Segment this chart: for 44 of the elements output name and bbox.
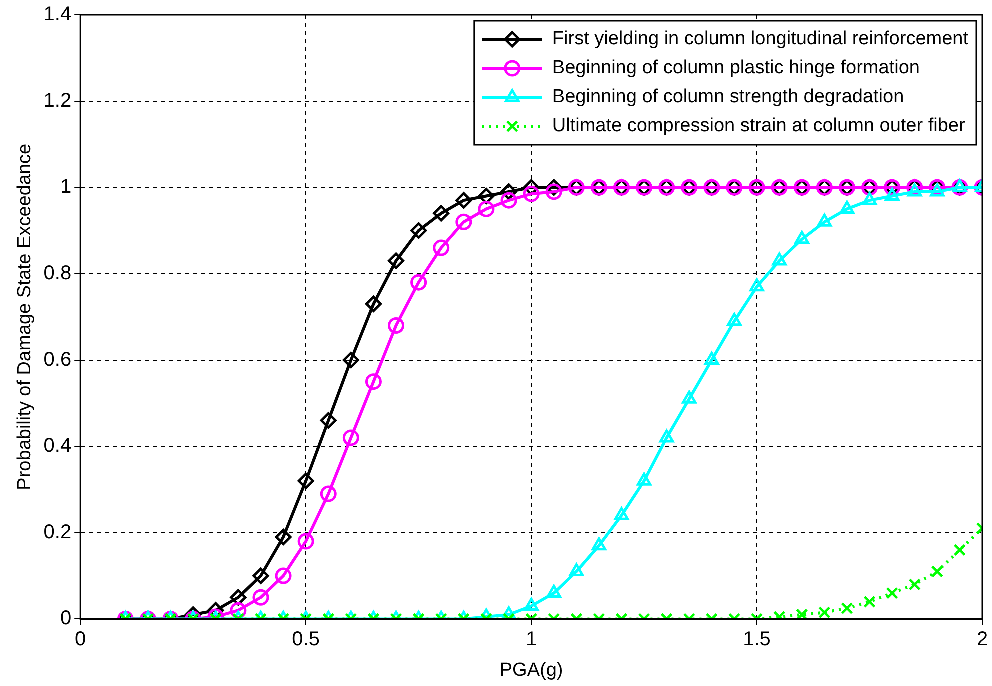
point: [546, 184, 562, 200]
y-tick-label: 1.2: [44, 90, 72, 112]
point: [456, 192, 472, 209]
point: [614, 507, 630, 520]
point: [592, 538, 607, 551]
point: [750, 278, 764, 292]
point: [885, 188, 900, 202]
point: [388, 252, 405, 270]
y-tick-label: 0.8: [44, 262, 72, 284]
point: [660, 430, 674, 443]
legend-label: Beginning of column plastic hinge formation: [552, 58, 920, 79]
x-tick-label: 2: [976, 628, 988, 651]
point: [478, 200, 495, 218]
y-tick-label: 1: [60, 176, 72, 198]
point: [433, 240, 450, 256]
y-axis-title: Probability of Damage State Exceedance: [14, 144, 36, 490]
legend-label: Beginning of column strength degradation: [552, 86, 904, 108]
point: [704, 352, 720, 366]
x-tick-label: 0.5: [292, 628, 320, 651]
point: [772, 252, 787, 266]
point: [727, 313, 742, 326]
x-tick-label: 0: [75, 628, 86, 651]
y-tick-label: 0.2: [44, 521, 72, 544]
legend-label: Ultimate compression strain at column outer fiber: [552, 116, 966, 137]
point: [365, 296, 382, 312]
point: [682, 390, 697, 404]
point: [456, 214, 472, 230]
x-tick-label: 1.5: [743, 628, 771, 651]
point: [388, 317, 405, 334]
y-tick-label: 0: [60, 608, 72, 630]
point: [433, 205, 450, 222]
point: [569, 563, 584, 576]
y-tick-label: 0.6: [44, 348, 72, 371]
point: [410, 274, 428, 291]
point: [636, 472, 652, 486]
x-tick-label: 1: [526, 628, 538, 651]
point: [500, 192, 518, 209]
point: [523, 186, 540, 202]
legend-label: First yielding in column longitudinal reinforcement: [552, 28, 970, 50]
point: [410, 222, 428, 240]
y-tick-label: 1.4: [44, 4, 72, 26]
x-axis-title: PGA(g): [500, 660, 564, 681]
point: [794, 231, 810, 244]
y-tick-label: 0.4: [44, 435, 72, 458]
